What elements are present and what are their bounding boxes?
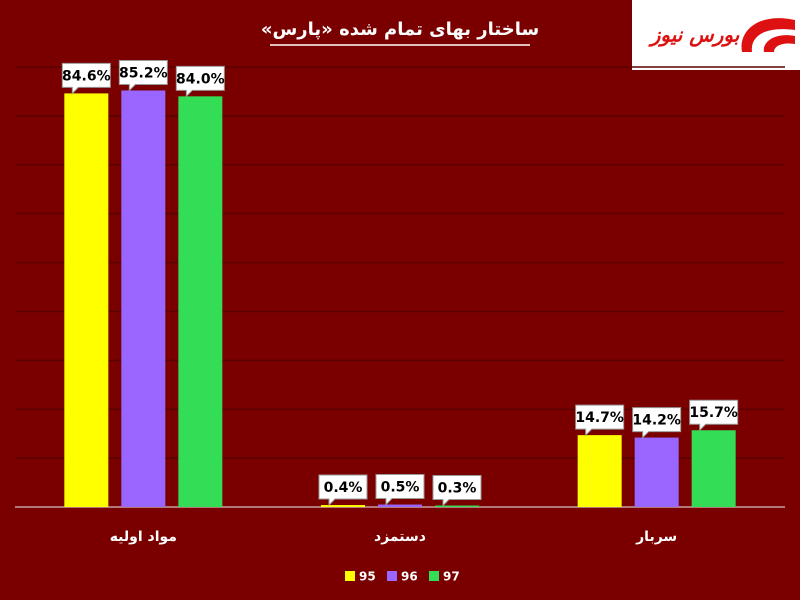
chart-title: ساختار بهای تمام شده «پارس»: [261, 19, 539, 40]
label-callout: [318, 474, 368, 507]
bar: [321, 505, 365, 507]
label-callout: [118, 59, 168, 92]
bar: [378, 504, 422, 507]
label-callout: [175, 65, 225, 98]
label-callout: [575, 404, 625, 437]
label-callout: [61, 62, 111, 95]
x-tick-label: دستمزد: [374, 529, 426, 545]
bar: [577, 435, 622, 507]
value-label: 0.4%: [324, 480, 363, 496]
bar: [64, 93, 109, 508]
label-callout: [632, 407, 682, 439]
legend-label: 97: [443, 570, 460, 584]
logo-box: [632, 0, 800, 70]
logo: بورس نیوز: [632, 0, 800, 70]
value-label: 14.2%: [632, 413, 681, 429]
x-tick-label: مواد اولیه: [110, 529, 177, 545]
legend-label: 95: [359, 570, 376, 584]
legend-swatch: [345, 571, 355, 581]
value-label: 14.7%: [575, 410, 624, 426]
value-label: 0.3%: [438, 481, 477, 497]
value-label: 0.5%: [381, 480, 420, 496]
value-label: 84.0%: [176, 71, 225, 87]
value-label: 15.7%: [689, 405, 738, 421]
bar: [691, 430, 736, 507]
bar: [178, 96, 223, 507]
logo-text: بورس نیوز: [648, 23, 740, 48]
bar: [435, 505, 479, 507]
label-callout: [432, 475, 482, 507]
bar: [121, 90, 166, 507]
legend-label: 96: [401, 570, 418, 584]
label-callout: [375, 474, 425, 506]
logo-icon: [741, 18, 795, 52]
legend-swatch: [387, 571, 397, 581]
legend-swatch: [429, 571, 439, 581]
value-label: 85.2%: [119, 65, 168, 81]
label-callout: [689, 399, 739, 432]
value-label: 84.6%: [62, 68, 111, 84]
bar: [634, 437, 679, 507]
x-tick-label: سربار: [635, 529, 677, 545]
